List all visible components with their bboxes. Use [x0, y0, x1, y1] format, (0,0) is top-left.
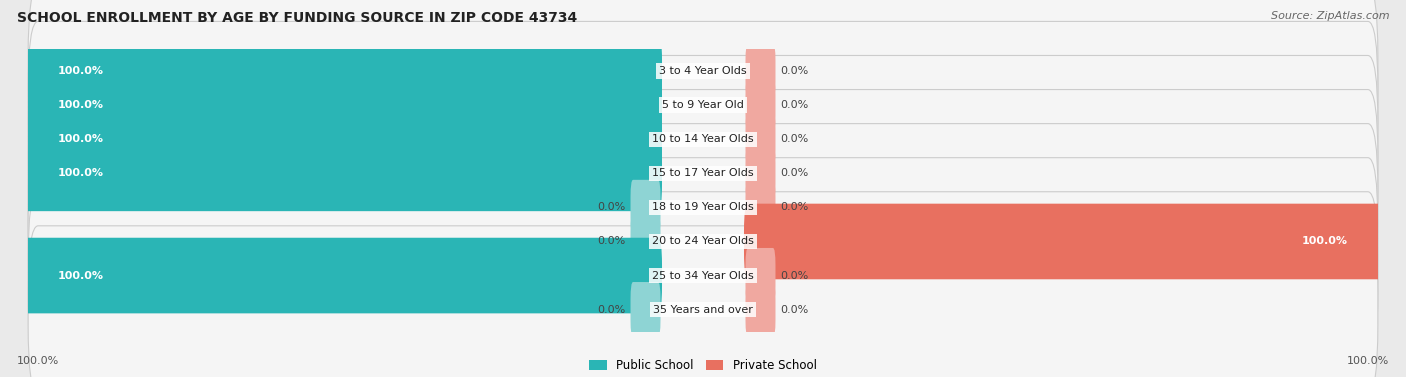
Text: 0.0%: 0.0%	[780, 202, 808, 212]
FancyBboxPatch shape	[28, 21, 1378, 189]
Text: SCHOOL ENROLLMENT BY AGE BY FUNDING SOURCE IN ZIP CODE 43734: SCHOOL ENROLLMENT BY AGE BY FUNDING SOUR…	[17, 11, 576, 25]
Text: 100.0%: 100.0%	[58, 169, 104, 178]
Text: 0.0%: 0.0%	[780, 100, 808, 110]
FancyBboxPatch shape	[630, 180, 661, 235]
Text: 100.0%: 100.0%	[58, 134, 104, 144]
FancyBboxPatch shape	[28, 0, 1378, 155]
FancyBboxPatch shape	[28, 55, 1378, 223]
Text: 0.0%: 0.0%	[598, 236, 626, 247]
Text: Source: ZipAtlas.com: Source: ZipAtlas.com	[1271, 11, 1389, 21]
Text: 18 to 19 Year Olds: 18 to 19 Year Olds	[652, 202, 754, 212]
FancyBboxPatch shape	[744, 204, 1382, 279]
Text: 0.0%: 0.0%	[780, 305, 808, 315]
FancyBboxPatch shape	[630, 214, 661, 269]
FancyBboxPatch shape	[24, 136, 662, 211]
FancyBboxPatch shape	[24, 33, 662, 109]
Text: 0.0%: 0.0%	[598, 202, 626, 212]
Text: 100.0%: 100.0%	[17, 356, 59, 366]
FancyBboxPatch shape	[745, 282, 776, 337]
Text: 0.0%: 0.0%	[780, 66, 808, 76]
Text: 100.0%: 100.0%	[58, 271, 104, 280]
Text: 100.0%: 100.0%	[1347, 356, 1389, 366]
Text: 25 to 34 Year Olds: 25 to 34 Year Olds	[652, 271, 754, 280]
FancyBboxPatch shape	[28, 124, 1378, 291]
FancyBboxPatch shape	[745, 146, 776, 201]
FancyBboxPatch shape	[745, 180, 776, 235]
Text: 100.0%: 100.0%	[1302, 236, 1348, 247]
FancyBboxPatch shape	[28, 90, 1378, 257]
FancyBboxPatch shape	[28, 192, 1378, 359]
Text: 20 to 24 Year Olds: 20 to 24 Year Olds	[652, 236, 754, 247]
FancyBboxPatch shape	[745, 78, 776, 133]
FancyBboxPatch shape	[630, 282, 661, 337]
Legend: Public School, Private School: Public School, Private School	[585, 354, 821, 377]
FancyBboxPatch shape	[745, 44, 776, 99]
Text: 10 to 14 Year Olds: 10 to 14 Year Olds	[652, 134, 754, 144]
Text: 0.0%: 0.0%	[780, 271, 808, 280]
Text: 0.0%: 0.0%	[780, 169, 808, 178]
Text: 0.0%: 0.0%	[598, 305, 626, 315]
FancyBboxPatch shape	[24, 238, 662, 313]
Text: 35 Years and over: 35 Years and over	[652, 305, 754, 315]
FancyBboxPatch shape	[24, 101, 662, 177]
FancyBboxPatch shape	[745, 248, 776, 303]
Text: 3 to 4 Year Olds: 3 to 4 Year Olds	[659, 66, 747, 76]
FancyBboxPatch shape	[28, 158, 1378, 325]
FancyBboxPatch shape	[745, 112, 776, 167]
Text: 0.0%: 0.0%	[780, 134, 808, 144]
Text: 5 to 9 Year Old: 5 to 9 Year Old	[662, 100, 744, 110]
Text: 15 to 17 Year Olds: 15 to 17 Year Olds	[652, 169, 754, 178]
FancyBboxPatch shape	[28, 226, 1378, 377]
FancyBboxPatch shape	[24, 67, 662, 143]
Text: 100.0%: 100.0%	[58, 100, 104, 110]
Text: 100.0%: 100.0%	[58, 66, 104, 76]
